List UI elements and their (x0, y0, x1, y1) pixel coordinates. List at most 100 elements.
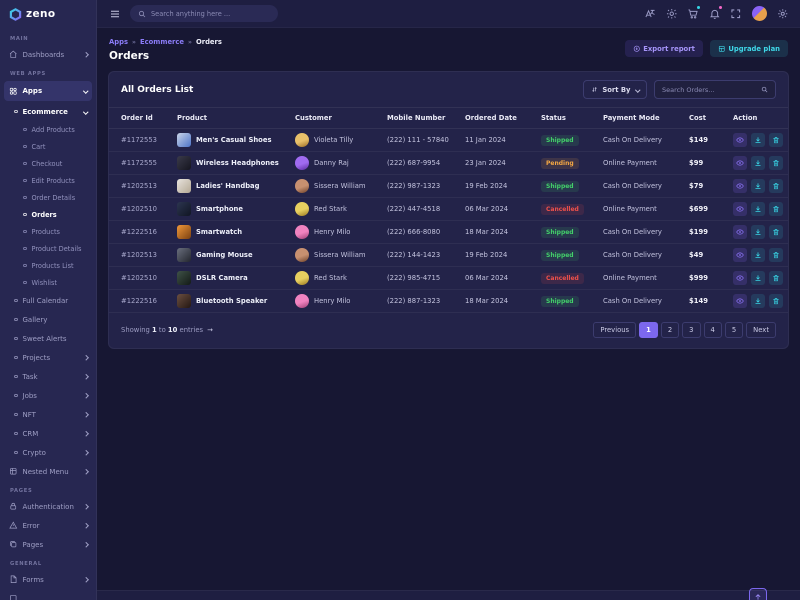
customer-name: Sissera William (314, 182, 366, 190)
view-order-button[interactable] (733, 202, 747, 216)
sort-by-button[interactable]: Sort By (583, 80, 647, 99)
view-order-button[interactable] (733, 248, 747, 262)
sidebar-item-error[interactable]: Error (0, 516, 96, 535)
settings-gear-icon[interactable] (777, 8, 789, 20)
sidebar-item-nested-menu[interactable]: Nested Menu (0, 462, 96, 481)
sidebar-item-products[interactable]: Products (0, 223, 96, 240)
orders-search-input[interactable] (662, 85, 757, 94)
customer-name: Danny Raj (314, 159, 349, 167)
sidebar-item-edit-products[interactable]: Edit Products (0, 172, 96, 189)
sidebar-item-wishlist[interactable]: Wishlist (0, 274, 96, 291)
download-order-button[interactable] (751, 179, 765, 193)
profile-avatar[interactable] (751, 6, 767, 21)
customer-avatar (295, 133, 309, 147)
export-report-button[interactable]: Export report (624, 40, 703, 57)
delete-order-button[interactable] (769, 179, 783, 193)
view-order-button[interactable] (733, 133, 747, 147)
customer-avatar (295, 179, 309, 193)
breadcrumb-ecommerce[interactable]: Ecommerce (139, 38, 185, 46)
sidebar-item-authentication[interactable]: Authentication (0, 497, 96, 516)
pagination-page-4[interactable]: 4 (703, 322, 722, 338)
apps-grid-icon (9, 87, 18, 96)
pagination-page-3[interactable]: 3 (682, 322, 701, 338)
pagination-next[interactable]: Next (746, 322, 776, 338)
view-order-button[interactable] (733, 156, 747, 170)
download-order-button[interactable] (751, 248, 765, 262)
download-order-button[interactable] (751, 133, 765, 147)
sidebar-item-nft[interactable]: NFT (0, 405, 96, 424)
cost: $79 (683, 174, 727, 198)
delete-order-button[interactable] (769, 271, 783, 285)
download-order-button[interactable] (751, 294, 765, 308)
delete-order-button[interactable] (769, 202, 783, 216)
square-icon (9, 594, 18, 600)
product-name: Bluetooth Speaker (196, 297, 268, 305)
global-search[interactable] (130, 5, 278, 22)
download-order-button[interactable] (751, 225, 765, 239)
notifications-icon[interactable] (709, 5, 723, 20)
download-order-button[interactable] (751, 271, 765, 285)
sidebar-item-gallery[interactable]: Gallery (0, 310, 96, 329)
orders-card: All Orders List Sort By (108, 71, 789, 349)
payment-mode: Cash On Delivery (597, 220, 683, 244)
cart-icon[interactable] (687, 5, 701, 20)
download-order-button[interactable] (751, 156, 765, 170)
fullscreen-icon[interactable] (730, 8, 742, 20)
sidebar-item-sweet-alerts[interactable]: Sweet Alerts (0, 329, 96, 348)
sidebar-item-label: Checkout (31, 159, 63, 168)
sidebar-item-add-products[interactable]: Add Products (0, 121, 96, 138)
scroll-to-top-button[interactable] (749, 588, 767, 600)
sidebar-item-orders[interactable]: Orders (0, 206, 96, 223)
sidebar-item-checkout[interactable]: Checkout (0, 155, 96, 172)
upgrade-plan-button[interactable]: Upgrade plan (709, 40, 788, 57)
pagination-page-1[interactable]: 1 (639, 322, 658, 338)
sidebar-item-label: NFT (22, 410, 36, 419)
sidebar-item-order-details[interactable]: Order Details (0, 189, 96, 206)
search-input[interactable] (151, 9, 270, 18)
download-order-button[interactable] (751, 202, 765, 216)
delete-order-button[interactable] (769, 133, 783, 147)
eye-icon (736, 205, 744, 213)
delete-order-button[interactable] (769, 248, 783, 262)
sidebar-item-products-list[interactable]: Products List (0, 257, 96, 274)
sidebar-item-cart[interactable]: Cart (0, 138, 96, 155)
pagination-page-2[interactable]: 2 (660, 322, 680, 338)
view-order-button[interactable] (733, 271, 747, 285)
logo[interactable]: zeno (0, 0, 96, 28)
view-order-button[interactable] (733, 294, 747, 308)
bullet-icon (14, 374, 18, 379)
sidebar-item-product-details[interactable]: Product Details (0, 240, 96, 257)
sidebar-item-jobs[interactable]: Jobs (0, 386, 96, 405)
sidebar-item-projects[interactable]: Projects (0, 348, 96, 367)
view-order-button[interactable] (733, 225, 747, 239)
chevron-right-icon (82, 523, 88, 528)
menu-icon[interactable] (109, 8, 121, 20)
showing-text: entries (177, 326, 204, 334)
delete-order-button[interactable] (769, 294, 783, 308)
pagination-page-5[interactable]: 5 (724, 322, 744, 338)
eye-icon (736, 228, 744, 236)
sidebar-item-crypto[interactable]: Crypto (0, 443, 96, 462)
pages-copy-icon (9, 540, 18, 549)
table-row: #1172555 Wireless Headphones Danny Raj (… (109, 151, 788, 175)
breadcrumb-apps[interactable]: Apps (109, 38, 129, 46)
sidebar-item-full-calendar[interactable]: Full Calendar (0, 291, 96, 310)
sidebar-item-dashboards[interactable]: Dashboards (0, 45, 96, 64)
orders-search[interactable] (654, 80, 776, 99)
sidebar-item-pages[interactable]: Pages (0, 535, 96, 554)
sidebar-item-partial[interactable] (0, 589, 96, 600)
delete-order-button[interactable] (769, 156, 783, 170)
view-order-button[interactable] (733, 179, 747, 193)
sidebar-item-task[interactable]: Task (0, 367, 96, 386)
pagination-previous[interactable]: Previous (593, 322, 637, 338)
sidebar-item-label: Ecommerce (22, 107, 68, 116)
sidebar-item-forms[interactable]: Forms (0, 570, 96, 589)
sidebar-item-crm[interactable]: CRM (0, 424, 96, 443)
delete-order-button[interactable] (769, 225, 783, 239)
product-thumbnail (177, 294, 191, 308)
sidebar-item-apps[interactable]: Apps (4, 81, 92, 101)
language-icon[interactable] (644, 8, 656, 20)
sidebar-item-ecommerce[interactable]: Ecommerce (0, 102, 96, 121)
sidebar-item-label: Projects (22, 353, 51, 362)
theme-sun-icon[interactable] (666, 8, 678, 20)
